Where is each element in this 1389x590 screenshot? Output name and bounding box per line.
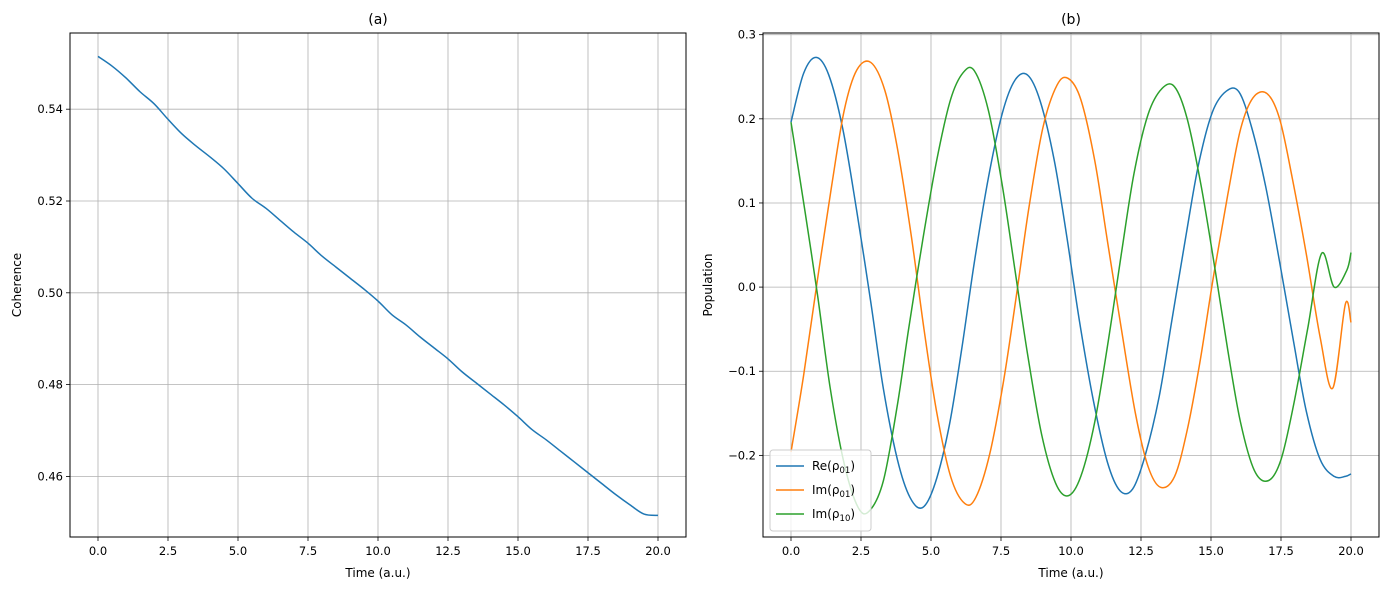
panel-b-series-line-2: [790, 66, 1352, 515]
x-tick-label: 0.0: [89, 544, 107, 558]
legend-close-paren: ): [850, 483, 855, 497]
x-tick-label: 17.5: [1268, 544, 1294, 558]
y-tick-label: 0.50: [37, 286, 63, 300]
x-tick-label: 20.0: [645, 544, 671, 558]
legend-frame: [769, 449, 872, 532]
x-tick-label: 10.0: [365, 544, 391, 558]
y-tick-label: −0.1: [728, 364, 756, 378]
x-tick-label: 12.5: [435, 544, 461, 558]
x-tick-label: 0.0: [782, 544, 800, 558]
x-tick-label: 5.0: [229, 544, 247, 558]
x-tick-label: 7.5: [992, 544, 1010, 558]
y-tick-label: 0.54: [37, 102, 63, 116]
x-tick-label: 2.5: [852, 544, 870, 558]
x-tick-label: 17.5: [575, 544, 601, 558]
panel-a-x-label: Time (a.u.): [344, 566, 410, 580]
panel-a: (a) 0.0 2.5 5.0 7.5 10.0 12.5 15.0 17.5 20.0 0.46…: [10, 12, 687, 580]
y-tick-label: 0.0: [738, 280, 756, 294]
y-tick-label: 0.52: [37, 194, 63, 208]
legend-entry-im-rho01: Im(ρ01): [776, 483, 855, 500]
panel-b-series-line-1: [790, 60, 1352, 506]
x-tick-label: 15.0: [505, 544, 531, 558]
panel-b-y-label: Population: [701, 253, 715, 316]
legend-subscript-im-rho01: 01: [840, 490, 851, 500]
legend-subscript-re-rho01: 01: [839, 466, 850, 476]
legend-entry-re-rho01: Re(ρ01): [776, 459, 855, 476]
panel-b-title: (b): [1061, 12, 1081, 28]
panel-a-y-label: Coherence: [10, 253, 24, 317]
y-tick-label: −0.2: [728, 448, 756, 462]
y-tick-label: 0.46: [37, 469, 63, 483]
legend-close-paren: ): [850, 459, 855, 473]
x-tick-label: 7.5: [299, 544, 317, 558]
svg-text:Im(ρ10): Im(ρ10): [812, 507, 855, 524]
legend-label-im-rho01: Im(ρ: [812, 483, 840, 497]
panel-a-gridlines: [70, 33, 686, 537]
x-tick-label: 2.5: [159, 544, 177, 558]
panel-b-ticks: 0.0 2.5 5.0 7.5 10.0 12.5 15.0 17.5 20.0 −0.2 −0.1…: [728, 28, 1364, 558]
panel-a-series: [97, 55, 659, 517]
x-tick-label: 5.0: [922, 544, 940, 558]
legend-label-re-rho01: Re(ρ: [812, 459, 839, 473]
legend-entry-im-rho10: Im(ρ10): [776, 507, 855, 524]
panel-b: (b) 0.0 2.5 5.0 7.5 10.0 12.5 15.0 17.5 20.0 −0.2…: [701, 12, 1380, 580]
legend-label-im-rho10: Im(ρ: [812, 507, 840, 521]
y-tick-label: 0.3: [738, 28, 756, 42]
panel-a-series-line-0: [97, 55, 659, 517]
x-tick-label: 10.0: [1058, 544, 1084, 558]
svg-text:Re(ρ01): Re(ρ01): [812, 459, 855, 476]
x-tick-label: 12.5: [1128, 544, 1154, 558]
y-tick-label: 0.2: [738, 112, 756, 126]
panel-b-series: [790, 56, 1352, 515]
panel-b-legend: Re(ρ01) Im(ρ01) Im(ρ10): [769, 449, 872, 532]
svg-text:Im(ρ01): Im(ρ01): [812, 483, 855, 500]
legend-subscript-im-rho10: 10: [840, 514, 851, 524]
x-tick-label: 15.0: [1198, 544, 1224, 558]
x-tick-label: 20.0: [1338, 544, 1364, 558]
panel-b-x-label: Time (a.u.): [1037, 566, 1103, 580]
panel-a-title: (a): [368, 12, 388, 28]
legend-close-paren: ): [850, 507, 855, 521]
y-tick-label: 0.1: [738, 196, 756, 210]
panel-a-ticks: 0.0 2.5 5.0 7.5 10.0 12.5 15.0 17.5 20.0 0.46 0.48…: [37, 102, 670, 558]
y-tick-label: 0.48: [37, 378, 63, 392]
panel-b-series-line-0: [790, 56, 1352, 509]
